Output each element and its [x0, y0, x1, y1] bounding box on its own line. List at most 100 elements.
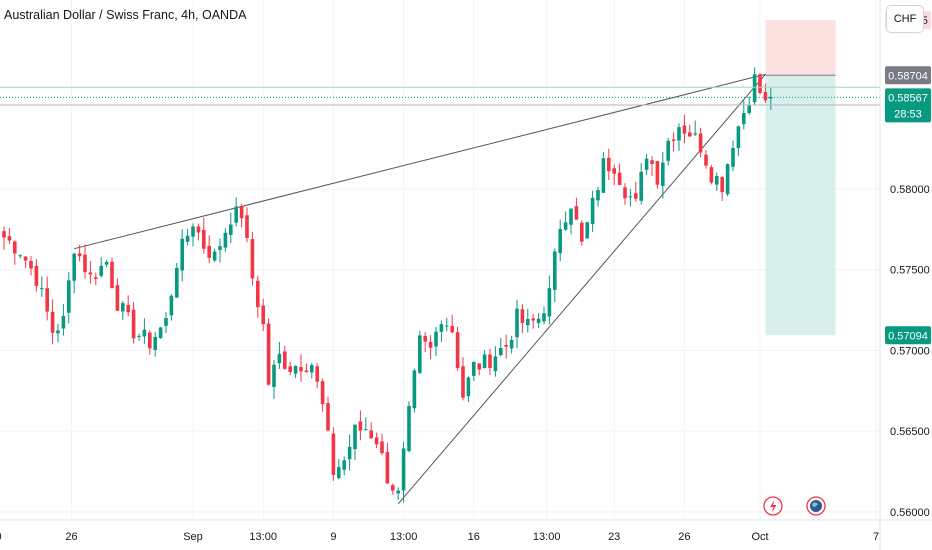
- x-tick-label: 13:00: [390, 531, 418, 543]
- y-tick-label: 0.56500: [890, 426, 930, 438]
- candle-body: [374, 437, 379, 445]
- y-tick-label: 0.58000: [890, 184, 930, 196]
- candle-body: [725, 164, 730, 195]
- candle-body: [256, 280, 260, 308]
- candle-body: [580, 222, 584, 242]
- trendlines: [74, 73, 766, 505]
- lightning-icon[interactable]: [763, 496, 783, 516]
- candle-body: [461, 366, 465, 398]
- candle-body: [536, 318, 541, 324]
- x-tick-label: Sep: [183, 531, 203, 543]
- x-tick-label: 13:00: [533, 531, 561, 543]
- candle-body: [693, 133, 697, 135]
- y-tick-label: 0.57500: [890, 265, 930, 277]
- candle-body: [283, 351, 287, 369]
- currency-button[interactable]: CHF: [886, 5, 924, 33]
- candle-body: [142, 329, 147, 337]
- candle-body: [34, 265, 39, 286]
- candle-body: [45, 288, 49, 312]
- candle-body: [299, 366, 303, 372]
- candle-body: [742, 113, 746, 125]
- candle-body: [288, 366, 292, 372]
- event-icons: [763, 496, 826, 516]
- candle-body: [13, 241, 17, 254]
- candle-body: [590, 197, 595, 224]
- candle-body: [380, 441, 384, 454]
- candle-body: [40, 288, 44, 290]
- take-profit-zone[interactable]: [765, 75, 836, 336]
- candle-body: [293, 365, 298, 374]
- candle-body: [585, 222, 589, 239]
- trendline-upper[interactable]: [74, 73, 766, 250]
- candle-body: [72, 253, 76, 281]
- entry-price-tag: 0.58704: [885, 66, 931, 85]
- candle-body: [617, 172, 622, 185]
- candle-body: [326, 403, 330, 431]
- candle-body: [715, 176, 719, 185]
- candle-body: [245, 215, 249, 239]
- candle-body: [67, 280, 71, 313]
- candle-body: [704, 154, 708, 166]
- grid: [0, 0, 880, 520]
- candle-body: [488, 354, 492, 369]
- candle-body: [607, 157, 611, 172]
- price-lines: [0, 86, 880, 106]
- chart-title: Australian Dollar / Swiss Franc, 4h, OAN…: [4, 8, 247, 22]
- candle-body: [396, 490, 400, 494]
- candle-body: [158, 327, 163, 339]
- candle-body: [445, 325, 449, 327]
- candle-body: [2, 231, 6, 238]
- candle-body: [455, 332, 460, 369]
- target-price-tag: 0.57094: [885, 326, 931, 345]
- candle-body: [709, 167, 714, 183]
- y-tick-label: 0.57000: [890, 345, 930, 357]
- candle-body: [439, 324, 444, 332]
- trendline-lower[interactable]: [397, 73, 766, 505]
- candle-body: [682, 125, 687, 134]
- candle-body: [466, 377, 471, 397]
- x-tick-label: 26: [678, 531, 690, 543]
- candle-body: [569, 208, 573, 225]
- candle-body: [407, 405, 411, 452]
- svg-text:0.58704: 0.58704: [888, 70, 928, 82]
- candle-body: [752, 74, 757, 103]
- candle-body: [320, 381, 325, 405]
- candle-body: [412, 370, 417, 409]
- candle-body: [353, 424, 357, 450]
- stop-loss-zone[interactable]: [765, 20, 836, 76]
- candle-body: [196, 226, 201, 233]
- y-tick-label: 0.56000: [890, 507, 930, 519]
- candle-body: [477, 363, 481, 370]
- candle-body: [601, 158, 606, 193]
- candle-body: [644, 158, 649, 170]
- candle-body: [472, 361, 476, 376]
- candle-body: [531, 318, 535, 321]
- candle-body: [99, 265, 103, 276]
- x-tick-label: 16: [468, 531, 480, 543]
- candle-body: [7, 236, 12, 241]
- candle-body: [553, 251, 557, 290]
- candle-body: [628, 196, 633, 198]
- candle-body: [758, 74, 762, 93]
- candle-body: [515, 308, 519, 338]
- candle-body: [747, 104, 751, 114]
- candle-body: [596, 190, 600, 201]
- candle-body: [77, 253, 82, 257]
- candle-body: [401, 448, 406, 491]
- candle-body: [504, 344, 508, 347]
- globe-icon[interactable]: [806, 496, 826, 516]
- candle-body: [342, 460, 346, 470]
- candle-body: [169, 295, 174, 316]
- candle-body: [191, 226, 195, 237]
- candle-body: [234, 206, 238, 223]
- candle-body: [88, 272, 93, 275]
- candle-body: [347, 446, 352, 460]
- candle-body: [731, 148, 735, 167]
- candle-body: [61, 315, 66, 329]
- candle-body: [736, 126, 741, 149]
- candle-body: [763, 92, 768, 101]
- candle-body: [688, 132, 692, 137]
